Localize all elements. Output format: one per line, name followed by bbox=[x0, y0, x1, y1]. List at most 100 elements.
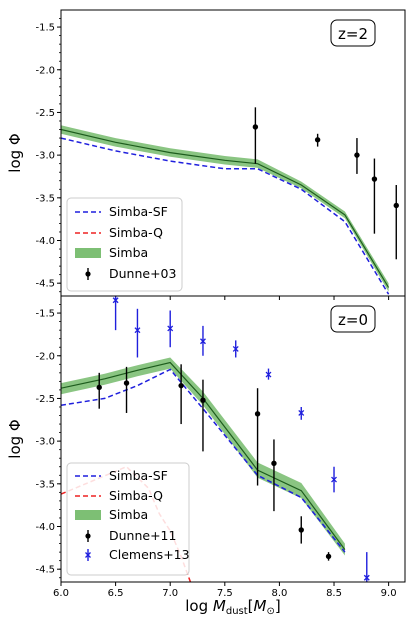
panel-bottom-xlabel: log Mdust[M⊙] bbox=[185, 597, 280, 617]
panel-bottom-ticks: -1.5 -2.0 -2.5 -3.0 -3.5 -4.0 -4.5 6.0 6.5 7.0 7.5… bbox=[35, 304, 397, 599]
panel-top-dunne-03-marker bbox=[252, 124, 259, 130]
panel-top-simba-sf-line bbox=[61, 137, 390, 295]
panel-bottom-dunne-11-marker bbox=[254, 411, 261, 417]
legend-label-simba-q: Simba-Q bbox=[109, 488, 163, 503]
panel-bottom-ytick-label: -4.5 bbox=[35, 565, 55, 576]
panel-top-annotation: z=2 bbox=[338, 25, 368, 43]
panel-bottom-dunne-11-point bbox=[123, 366, 130, 413]
panel-bottom-annotation-box: z=0 bbox=[330, 305, 376, 333]
panel-bottom-dunne-11-marker bbox=[200, 397, 206, 403]
panel-top-dunne-03-marker bbox=[354, 152, 360, 158]
panel-bottom-clemens-13-marker bbox=[232, 345, 239, 352]
panel-top-legend: Simba-SF Simba-Q Simba Dunne+03 bbox=[66, 197, 183, 292]
panel-top-ytick-label: -2.0 bbox=[35, 65, 55, 76]
panel-bottom-dunne-11-marker bbox=[271, 460, 277, 467]
panel-bottom-dunne-11-point bbox=[325, 552, 332, 561]
panel-bottom-dunne-11-marker bbox=[123, 380, 130, 386]
legend-frame bbox=[66, 462, 190, 576]
panel-top-simba-median-line bbox=[61, 128, 390, 288]
legend-label-clemens13: Clemens+13 bbox=[109, 547, 190, 562]
legend-label-simba-q: Simba-Q bbox=[109, 225, 163, 240]
panel-bottom-clemens-13-point bbox=[200, 325, 206, 356]
legend-label-simba: Simba bbox=[109, 245, 148, 260]
panel-bottom-clemens-13-marker bbox=[167, 325, 174, 332]
panel-bottom-dunne-11-point bbox=[96, 372, 102, 409]
panel-bottom-ytick-label: -2.0 bbox=[35, 351, 55, 362]
panel-top-dunne-03-point bbox=[393, 185, 399, 260]
panel-top-ytick-label: -3.0 bbox=[35, 151, 55, 162]
panel-bottom-ytick-label: -1.5 bbox=[35, 309, 55, 320]
panel-bottom-dunne-11-marker bbox=[178, 382, 184, 389]
panel-bottom-dunne-11-point bbox=[254, 388, 261, 486]
legend-label-dunne03: Dunne+03 bbox=[109, 266, 176, 281]
panel-top-ytick-label: -2.5 bbox=[35, 108, 55, 119]
panel-bottom-ytick-label: -3.0 bbox=[35, 437, 55, 448]
panel-top-ytick-label: -1.5 bbox=[35, 23, 55, 34]
panel-top-simba-band bbox=[61, 125, 389, 292]
panel-bottom-simba-sf-line bbox=[61, 368, 346, 553]
panel-top-dunne-03-marker bbox=[314, 137, 321, 143]
legend-frame bbox=[66, 197, 183, 292]
panel-bottom-clemens-13-point bbox=[363, 552, 370, 582]
panel-top-dunne-03-marker bbox=[393, 202, 399, 209]
panel-bottom-xtick-label: 7.0 bbox=[162, 588, 178, 599]
panel-bottom-xtick-label: 8.5 bbox=[326, 588, 342, 599]
panel-bottom-clemens-13-point bbox=[112, 296, 119, 331]
panel-top-dunne-03-point bbox=[371, 158, 378, 234]
panel-bottom-clemens-13-marker bbox=[112, 297, 119, 304]
panel-bottom-clemens-13-point bbox=[331, 466, 337, 493]
panel-bottom-clemens-13-point bbox=[265, 368, 272, 380]
panel-bottom-clemens-13-marker bbox=[200, 338, 206, 345]
panel-bottom: -1.5 -2.0 -2.5 -3.0 -3.5 -4.0 -4.5 6.0 6.5 7.0 7.5… bbox=[6, 295, 406, 617]
panel-top-ylabel: log Φ bbox=[6, 133, 24, 172]
panel-bottom-xtick-label: 6.0 bbox=[53, 588, 69, 599]
panel-top: -1.5 -2.0 -2.5 -3.0 -3.5 -4.0 -4.5 log Φ z=2 S… bbox=[6, 9, 406, 300]
panel-top-dunne-03-point bbox=[252, 107, 259, 164]
panel-top-annotation-box: z=2 bbox=[330, 19, 376, 47]
panel-bottom-clemens-13-point bbox=[167, 310, 174, 348]
panel-bottom-frame bbox=[60, 295, 406, 583]
panel-bottom-clemens-13-point bbox=[232, 340, 239, 358]
panel-bottom-dunne-11-marker bbox=[96, 384, 102, 391]
panel-bottom-clemens-13-marker bbox=[134, 327, 141, 334]
panel-top-dunne-03-point bbox=[354, 138, 360, 174]
panel-bottom-dunne-11-marker bbox=[298, 527, 304, 533]
panel-top-dunne-03-marker bbox=[371, 176, 378, 182]
legend-label-simba-sf: Simba-SF bbox=[109, 468, 168, 483]
panel-bottom-dunne-11-marker bbox=[325, 553, 332, 560]
legend-swatch-simba bbox=[75, 510, 101, 520]
panel-top-ytick-label: -4.5 bbox=[35, 279, 55, 290]
panel-top-ytick-label: -3.5 bbox=[35, 193, 55, 204]
panel-bottom-ytick-label: -2.5 bbox=[35, 394, 55, 405]
legend-label-dunne11: Dunne+11 bbox=[109, 528, 176, 543]
panel-bottom-ytick-label: -3.5 bbox=[35, 479, 55, 490]
legend-swatch-dunne11 bbox=[85, 530, 91, 542]
panel-bottom-clemens-13-point bbox=[298, 406, 305, 420]
panel-bottom-simba-median-line bbox=[61, 361, 346, 550]
panel-bottom-dunne-11-point bbox=[178, 364, 184, 425]
legend-swatch-dunne03 bbox=[85, 268, 91, 280]
panel-top-plot-area bbox=[61, 107, 399, 295]
legend-swatch-clemens13 bbox=[85, 549, 91, 561]
panel-bottom-clemens-13-marker bbox=[265, 371, 272, 378]
panel-top-dunne-03-point bbox=[314, 133, 321, 147]
panel-bottom-xtick-label: 7.5 bbox=[217, 588, 233, 599]
panel-bottom-dunne-11-point bbox=[298, 516, 304, 544]
panel-bottom-legend: Simba-SF Simba-Q Simba Dunne+11 Clemens+… bbox=[66, 462, 190, 576]
legend-swatch-simba bbox=[75, 248, 101, 258]
panel-bottom-ylabel: log Φ bbox=[6, 419, 24, 458]
panel-bottom-ytick-label: -4.0 bbox=[35, 522, 55, 533]
panel-bottom-xtick-label: 6.5 bbox=[108, 588, 124, 599]
panel-bottom-clemens-13-marker bbox=[298, 410, 305, 416]
legend-label-simba-sf: Simba-SF bbox=[109, 204, 168, 219]
panel-bottom-annotation: z=0 bbox=[338, 311, 368, 329]
panel-top-ytick-label: -4.0 bbox=[35, 236, 55, 247]
panel-bottom-dunne-11-point bbox=[200, 379, 206, 452]
panel-bottom-clemens-13-marker bbox=[363, 574, 370, 581]
panel-bottom-clemens-13-marker bbox=[331, 476, 337, 483]
legend-label-simba: Simba bbox=[109, 507, 148, 522]
panel-bottom-dunne-11-point bbox=[271, 439, 277, 512]
panel-bottom-xtick-label: 9.0 bbox=[381, 588, 397, 599]
panel-bottom-xtick-label: 8.0 bbox=[271, 588, 287, 599]
